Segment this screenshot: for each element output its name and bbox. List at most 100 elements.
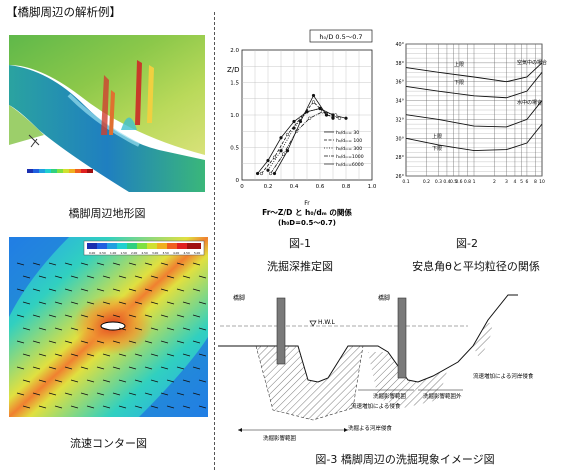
- fig1-xlabel: Fr: [304, 200, 310, 207]
- fig3-pier-label-right: 橋脚: [378, 294, 390, 302]
- fig3-note-zone1: 洗掘影響範囲: [373, 392, 407, 400]
- fig1-point: [333, 113, 338, 117]
- flow-arrow: [198, 353, 207, 357]
- flow-arrow: [64, 314, 73, 318]
- flow-arrow: [176, 288, 185, 292]
- flow-colorbar-tick: 2.00: [131, 251, 137, 255]
- flow-arrow: [144, 340, 153, 344]
- fig1-point: [324, 113, 329, 117]
- fig1-caption: 洗掘深推定図: [267, 260, 333, 273]
- fig1-point: [272, 155, 277, 159]
- flow-colorbar-tick: 1.50: [121, 251, 127, 255]
- flow-arrow: [118, 275, 127, 279]
- fig1-x-tick: 0.8: [342, 184, 351, 190]
- flow-arrow: [54, 301, 63, 305]
- fig1-point: [259, 171, 264, 176]
- flow-arrow: [102, 405, 111, 409]
- fig1-chart: 0 0.2 0.4 0.6 0.8 1.0 0 0.5 1.0 1.5 2.0 h₀/D 0.5～0…: [222, 22, 382, 227]
- terrain-image: [9, 35, 205, 192]
- fig1-x-tick: 0.4: [290, 184, 299, 190]
- flow-arrow: [182, 353, 191, 357]
- fig2-x-tick: 0.2: [423, 179, 430, 185]
- flow-colorbar-tick: 5.00: [194, 251, 200, 255]
- fig1-point: [255, 171, 260, 176]
- fig1-point: [285, 149, 290, 153]
- fig1-legend-label: h₀/dₘ=1000: [336, 154, 364, 160]
- flow-arrow: [102, 353, 111, 357]
- flow-colorbar-tick: 3.50: [163, 251, 169, 255]
- fig3-pier-label-left: 橋脚: [233, 294, 245, 302]
- flow-arrow: [64, 340, 73, 344]
- fig3-note-vel: 流速増加による侵食: [351, 402, 401, 410]
- fig1-ylabel: Z/D: [227, 66, 240, 74]
- flow-arrow: [54, 327, 63, 331]
- flow-arrow: [160, 262, 169, 266]
- flow-arrow: [144, 262, 153, 266]
- flow-arrow: [192, 366, 201, 370]
- fig1-legend-label: h₀/dₘ= 300: [336, 146, 362, 152]
- flow-arrow: [112, 340, 121, 344]
- fig1-point: [281, 152, 286, 156]
- flow-colorbar-tick: 0.00: [89, 251, 95, 255]
- flow-arrow: [54, 275, 63, 279]
- flow-arrow: [80, 314, 89, 318]
- fig2-annot-air: 空気中の場合: [517, 59, 547, 66]
- fig2-x-tick: 0.6: [455, 179, 462, 185]
- flow-arrow: [54, 353, 63, 357]
- flow-arrow: [118, 405, 127, 409]
- fig1-point: [279, 136, 283, 140]
- flow-arrow: [38, 405, 47, 409]
- flow-arrow: [176, 392, 185, 396]
- fig3-note-bank: 流速増加による河岸侵食: [473, 372, 534, 380]
- fig1-legend-label: h₀/dₘ=6000: [336, 162, 364, 168]
- fig2-x-tick: 2: [493, 179, 496, 185]
- flow-arrow: [80, 262, 89, 266]
- fig1-y-tick: 2.0: [230, 48, 239, 54]
- flow-arrow: [160, 340, 169, 344]
- fig2-x-tick: 0.1: [402, 179, 409, 185]
- flow-arrow: [134, 353, 143, 357]
- fig2-y-tick: 34°: [395, 99, 404, 105]
- flow-arrow: [182, 405, 191, 409]
- fig1-point: [344, 116, 348, 120]
- fig2-upper-2: 上限: [432, 133, 442, 140]
- fig1-point: [318, 106, 322, 111]
- fig1-point: [311, 93, 316, 98]
- fig2-x-tick: 6: [525, 179, 528, 185]
- fig2-chart: 0.1 0.2 0.3 0.4 0.5 0.6 0.8 1 2 3 4 5 6 8 10 26° 28° 30° 3…: [392, 38, 566, 190]
- fig1-legend-title: h₀/D 0.5～0.7: [319, 33, 362, 41]
- flow-arrow: [182, 301, 191, 305]
- flow-arrow: [86, 327, 95, 331]
- flow-arrow: [112, 392, 121, 396]
- flow-arrow: [134, 301, 143, 305]
- flow-arrow: [16, 340, 25, 344]
- flow-arrow: [198, 301, 207, 305]
- flow-arrow: [16, 262, 25, 266]
- flow-arrow: [112, 366, 121, 370]
- flow-arrow: [70, 405, 79, 409]
- fig3-hwl: H.W.L: [318, 319, 335, 326]
- flow-arrow: [166, 379, 175, 383]
- fig2-x-tick: 10: [539, 179, 545, 185]
- fig1-legend-label: h₀/dₘ= 100: [336, 138, 362, 144]
- flow-arrow: [48, 314, 57, 318]
- flow-arrow: [112, 262, 121, 266]
- flow-arrow: [166, 405, 175, 409]
- fig2-label: 図-2: [456, 237, 478, 250]
- flow-arrow: [128, 314, 137, 318]
- flow-arrow: [38, 353, 47, 357]
- flow-arrow: [182, 379, 191, 383]
- flow-arrow: [166, 327, 175, 331]
- fig2-y-tick: 30°: [395, 136, 404, 142]
- flow-arrow: [150, 353, 159, 357]
- fig1-y-tick: 1.0: [230, 113, 239, 119]
- flow-colorbar-tick: 3.00: [152, 251, 158, 255]
- flow-arrow: [128, 340, 137, 344]
- flow-arrow: [176, 314, 185, 318]
- flow-arrow: [22, 405, 31, 409]
- flow-arrow: [102, 275, 111, 279]
- flow-arrow: [112, 288, 121, 292]
- flow-arrow: [22, 327, 31, 331]
- flow-arrow: [160, 314, 169, 318]
- fig3-note-zone2: 洗掘影響範囲外: [423, 392, 462, 400]
